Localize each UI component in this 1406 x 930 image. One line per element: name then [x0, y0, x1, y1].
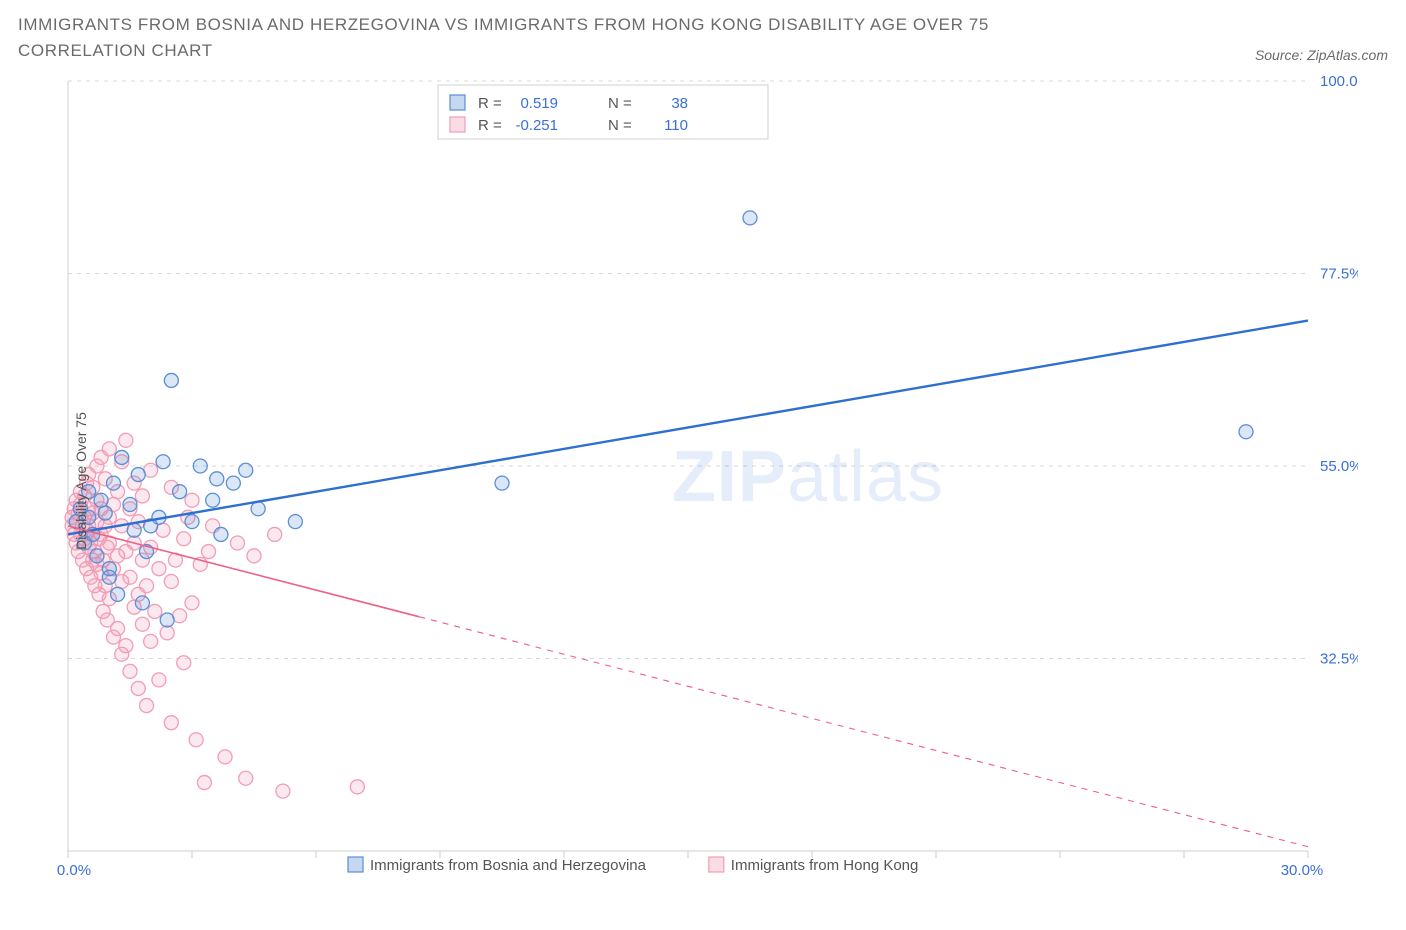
data-point: [193, 459, 207, 473]
data-point: [226, 476, 240, 490]
data-point: [247, 549, 261, 563]
data-point: [148, 604, 162, 618]
data-point: [164, 574, 178, 588]
legend-series-label: Immigrants from Bosnia and Herzegovina: [370, 857, 647, 874]
data-point: [152, 673, 166, 687]
legend-swatch: [709, 857, 724, 872]
legend-n-label: N =: [608, 95, 632, 112]
legend-series-label: Immigrants from Hong Kong: [731, 857, 919, 874]
data-point: [160, 626, 174, 640]
data-point: [350, 780, 364, 794]
legend-swatch: [450, 95, 465, 110]
x-max-label: 30.0%: [1281, 862, 1324, 879]
data-point: [177, 531, 191, 545]
data-point: [140, 578, 154, 592]
data-point: [268, 527, 282, 541]
data-point: [1239, 424, 1253, 438]
data-point: [106, 476, 120, 490]
correlation-scatter-chart: 32.5% 55.0% 77.5% 100.0% 0.0% 30.0% ZIPatlas R …: [18, 71, 1358, 891]
y-tick-label: 100.0%: [1320, 73, 1358, 90]
y-tick-label: 55.0%: [1320, 458, 1358, 475]
data-point: [144, 634, 158, 648]
data-point: [202, 544, 216, 558]
y-tick-label: 32.5%: [1320, 650, 1358, 667]
data-point: [115, 450, 129, 464]
data-point: [160, 613, 174, 627]
data-point: [206, 493, 220, 507]
data-point: [119, 638, 133, 652]
data-point: [119, 433, 133, 447]
legend-r-label: R =: [478, 95, 502, 112]
data-point: [131, 467, 145, 481]
data-point: [164, 373, 178, 387]
data-point: [239, 463, 253, 477]
data-point: [140, 698, 154, 712]
y-tick-label: 77.5%: [1320, 265, 1358, 282]
data-point: [94, 493, 108, 507]
legend-n-value: 38: [671, 95, 688, 112]
data-point: [251, 501, 265, 515]
data-point: [189, 732, 203, 746]
data-point: [185, 493, 199, 507]
data-point: [156, 454, 170, 468]
data-point: [135, 617, 149, 631]
data-point: [230, 536, 244, 550]
legend-r-value: -0.251: [515, 117, 558, 134]
chart-container: Disability Age Over 75 32.5% 55.0% 77.5% 10…: [18, 71, 1388, 891]
data-point: [111, 621, 125, 635]
chart-title: IMMIGRANTS FROM BOSNIA AND HERZEGOVINA V…: [18, 12, 1118, 65]
source-attribution: Source: ZipAtlas.com: [1255, 47, 1388, 63]
legend-swatch: [450, 117, 465, 132]
data-point: [218, 750, 232, 764]
data-point: [743, 211, 757, 225]
data-point: [123, 664, 137, 678]
data-point: [239, 771, 253, 785]
data-point: [214, 527, 228, 541]
data-point: [98, 506, 112, 520]
data-point: [177, 655, 191, 669]
data-point: [102, 570, 116, 584]
legend-r-label: R =: [478, 117, 502, 134]
data-point: [123, 497, 137, 511]
watermark: ZIPatlas: [672, 437, 944, 517]
data-point: [135, 489, 149, 503]
data-point: [210, 472, 224, 486]
y-axis-label: Disability Age Over 75: [73, 412, 89, 550]
data-point: [185, 514, 199, 528]
legend-swatch: [348, 857, 363, 872]
data-point: [197, 775, 211, 789]
data-point: [123, 570, 137, 584]
data-point: [288, 514, 302, 528]
data-point: [111, 587, 125, 601]
legend-n-value: 110: [664, 117, 688, 134]
data-point: [173, 484, 187, 498]
trend-line-extrapolated: [419, 616, 1308, 846]
data-point: [90, 549, 104, 563]
data-point: [152, 561, 166, 575]
data-point: [164, 715, 178, 729]
chart-header: IMMIGRANTS FROM BOSNIA AND HERZEGOVINA V…: [18, 12, 1388, 65]
legend-r-value: 0.519: [520, 95, 558, 112]
data-point: [127, 523, 141, 537]
legend-n-label: N =: [608, 117, 632, 134]
x-min-label: 0.0%: [57, 862, 91, 879]
data-point: [135, 596, 149, 610]
data-point: [131, 681, 145, 695]
data-point: [495, 476, 509, 490]
data-point: [185, 596, 199, 610]
data-point: [102, 442, 116, 456]
data-point: [276, 784, 290, 798]
